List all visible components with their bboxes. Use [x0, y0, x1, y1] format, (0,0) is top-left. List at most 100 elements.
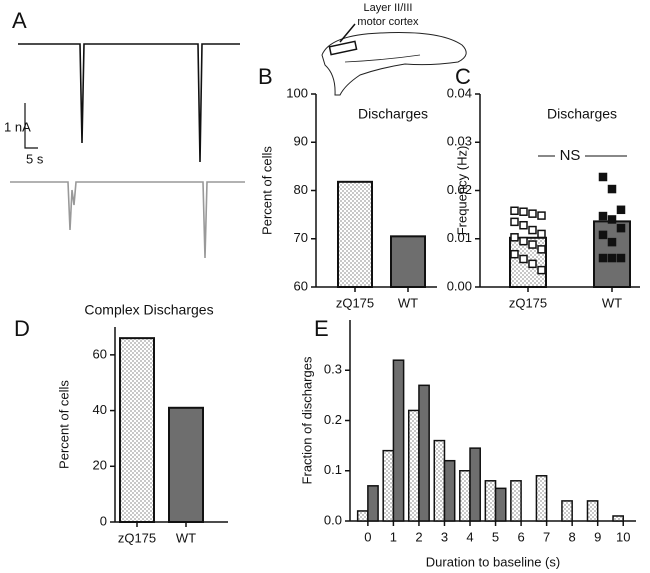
bar: [459, 470, 471, 522]
annotation: Layer II/III: [364, 2, 413, 14]
data-point: [528, 225, 537, 235]
data-point: [537, 265, 546, 275]
y-axis-label: Frequency (Hz): [454, 146, 469, 236]
annotation: NS: [560, 147, 581, 164]
bar: [561, 500, 573, 522]
x-tick-label: 3: [441, 529, 448, 544]
y-tick-label: 0.1: [324, 462, 342, 477]
y-tick-label: 0.02: [447, 182, 472, 197]
data-point: [528, 259, 537, 269]
x-tick-label: WT: [602, 295, 622, 310]
scale-current: 1 nA: [4, 119, 31, 134]
data-point: [607, 215, 617, 224]
y-tick-label: 80: [294, 182, 308, 197]
y-tick-label: 0.01: [447, 230, 472, 245]
bar: [407, 409, 420, 522]
panel-label: A: [12, 8, 27, 33]
y-tick-label: 0.0: [324, 512, 342, 527]
y-axis-label: Fraction of discharges: [299, 356, 314, 484]
y-tick-label: 0.2: [324, 412, 342, 427]
x-tick-label: zQ175: [336, 295, 374, 310]
data-point: [510, 249, 519, 259]
x-tick-label: 10: [616, 529, 630, 544]
y-tick-label: 0: [100, 513, 107, 528]
data-point: [510, 217, 519, 227]
scale-time: 5 s: [26, 151, 44, 166]
bar: [382, 449, 395, 522]
electrode-array: [328, 40, 358, 56]
x-axis-label: Duration to baseline (s): [426, 554, 560, 569]
bar: [484, 480, 497, 522]
panel-label: B: [258, 64, 273, 89]
bar: [356, 510, 369, 522]
chart-title: Complex Discharges: [84, 302, 213, 318]
y-tick-label: 40: [93, 402, 107, 417]
x-tick-label: 9: [594, 529, 601, 544]
y-tick-label: 0.03: [447, 134, 472, 149]
bar: [586, 500, 599, 522]
data-point: [510, 233, 519, 242]
data-point: [528, 209, 537, 218]
data-point: [607, 184, 617, 194]
bar: [433, 439, 446, 522]
bar: [612, 515, 624, 522]
x-tick-label: zQ175: [118, 530, 156, 545]
x-tick-label: 6: [517, 529, 524, 544]
data-point: [598, 230, 608, 240]
brain-sketch: [321, 32, 467, 96]
bar: [510, 480, 522, 522]
y-tick-label: 0.00: [447, 278, 472, 293]
bar: [168, 406, 204, 523]
x-tick-label: 7: [543, 529, 550, 544]
x-tick-label: WT: [398, 295, 418, 310]
data-point: [598, 253, 608, 263]
data-point: [607, 253, 617, 263]
x-tick-label: 8: [569, 529, 576, 544]
y-tick-label: 0.3: [324, 362, 342, 377]
data-point: [519, 207, 528, 216]
data-point: [616, 205, 626, 215]
trace-black: [18, 43, 240, 163]
data-point: [519, 220, 528, 230]
trace-gray: [10, 181, 245, 259]
data-point: [537, 229, 546, 239]
y-tick-label: 60: [93, 346, 107, 361]
y-axis-label: Percent of cells: [56, 380, 71, 469]
chart-title: Discharges: [358, 106, 428, 122]
data-point: [537, 245, 546, 254]
bar: [494, 487, 507, 522]
bar: [390, 235, 426, 288]
y-tick-label: 70: [294, 230, 308, 245]
y-tick-label: 0.04: [447, 85, 472, 100]
data-point: [598, 211, 608, 221]
chart-title: Discharges: [547, 106, 617, 122]
data-point: [519, 254, 528, 264]
y-tick-label: 20: [93, 458, 107, 473]
data-point: [616, 223, 626, 233]
data-point: [510, 206, 519, 216]
y-tick-label: 90: [294, 134, 308, 149]
x-tick-label: 4: [466, 529, 473, 544]
data-point: [607, 237, 617, 247]
pointer: [339, 23, 356, 43]
x-tick-label: WT: [176, 530, 196, 545]
y-axis-label: Percent of cells: [259, 146, 274, 235]
bar: [367, 485, 379, 522]
x-tick-label: zQ175: [509, 295, 547, 310]
bar: [443, 459, 456, 522]
bar: [469, 447, 481, 522]
data-point: [528, 240, 537, 249]
brain-line: [344, 54, 421, 63]
annotation: motor cortex: [357, 16, 419, 28]
data-point: [519, 236, 528, 246]
panel-label: D: [14, 316, 30, 341]
panel-label: C: [455, 64, 471, 89]
bar: [392, 359, 405, 522]
scale-bar: [24, 103, 38, 149]
bar: [119, 337, 155, 523]
x-tick-label: 5: [492, 529, 499, 544]
data-point: [598, 172, 608, 182]
panel-label: E: [314, 316, 329, 341]
bar: [337, 180, 373, 288]
